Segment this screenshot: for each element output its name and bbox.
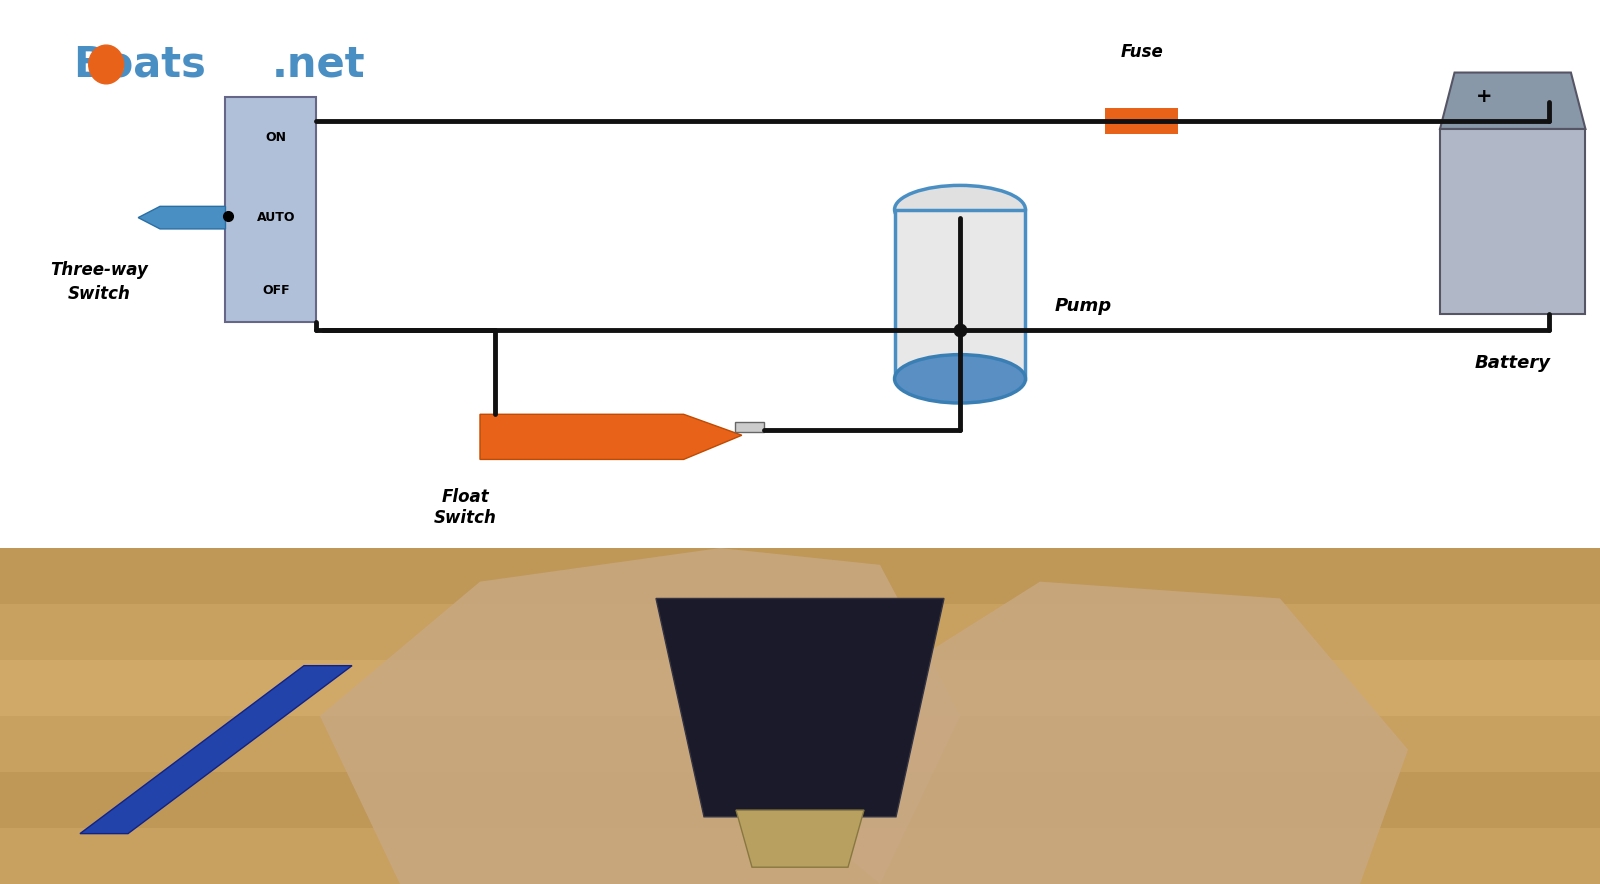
Text: Three-way
Switch: Three-way Switch xyxy=(50,262,147,303)
FancyBboxPatch shape xyxy=(734,423,763,432)
Text: .net: .net xyxy=(272,43,366,86)
Ellipse shape xyxy=(894,186,1026,233)
Text: Pump: Pump xyxy=(1054,297,1112,316)
FancyBboxPatch shape xyxy=(894,210,1026,379)
Text: AUTO: AUTO xyxy=(258,211,296,225)
Ellipse shape xyxy=(894,354,1026,403)
Bar xyxy=(0,716,1600,772)
Bar xyxy=(0,548,1600,604)
Polygon shape xyxy=(1440,72,1586,129)
Polygon shape xyxy=(80,666,352,834)
Text: Boats: Boats xyxy=(72,43,206,86)
Text: Battery: Battery xyxy=(1475,354,1550,371)
FancyBboxPatch shape xyxy=(1440,129,1586,315)
Bar xyxy=(0,828,1600,884)
Polygon shape xyxy=(736,810,864,867)
Polygon shape xyxy=(138,206,226,229)
Circle shape xyxy=(88,45,123,84)
FancyBboxPatch shape xyxy=(226,96,315,323)
Text: OFF: OFF xyxy=(262,284,290,297)
Bar xyxy=(0,660,1600,716)
Bar xyxy=(0,604,1600,660)
Text: +: + xyxy=(1475,88,1491,106)
Text: Fuse: Fuse xyxy=(1120,42,1163,61)
Text: Float
Switch: Float Switch xyxy=(434,488,498,527)
Polygon shape xyxy=(320,548,960,884)
Text: ON: ON xyxy=(266,131,286,143)
Polygon shape xyxy=(480,415,742,460)
FancyBboxPatch shape xyxy=(1106,108,1178,133)
Polygon shape xyxy=(656,598,944,817)
Bar xyxy=(0,772,1600,828)
Polygon shape xyxy=(800,582,1408,884)
